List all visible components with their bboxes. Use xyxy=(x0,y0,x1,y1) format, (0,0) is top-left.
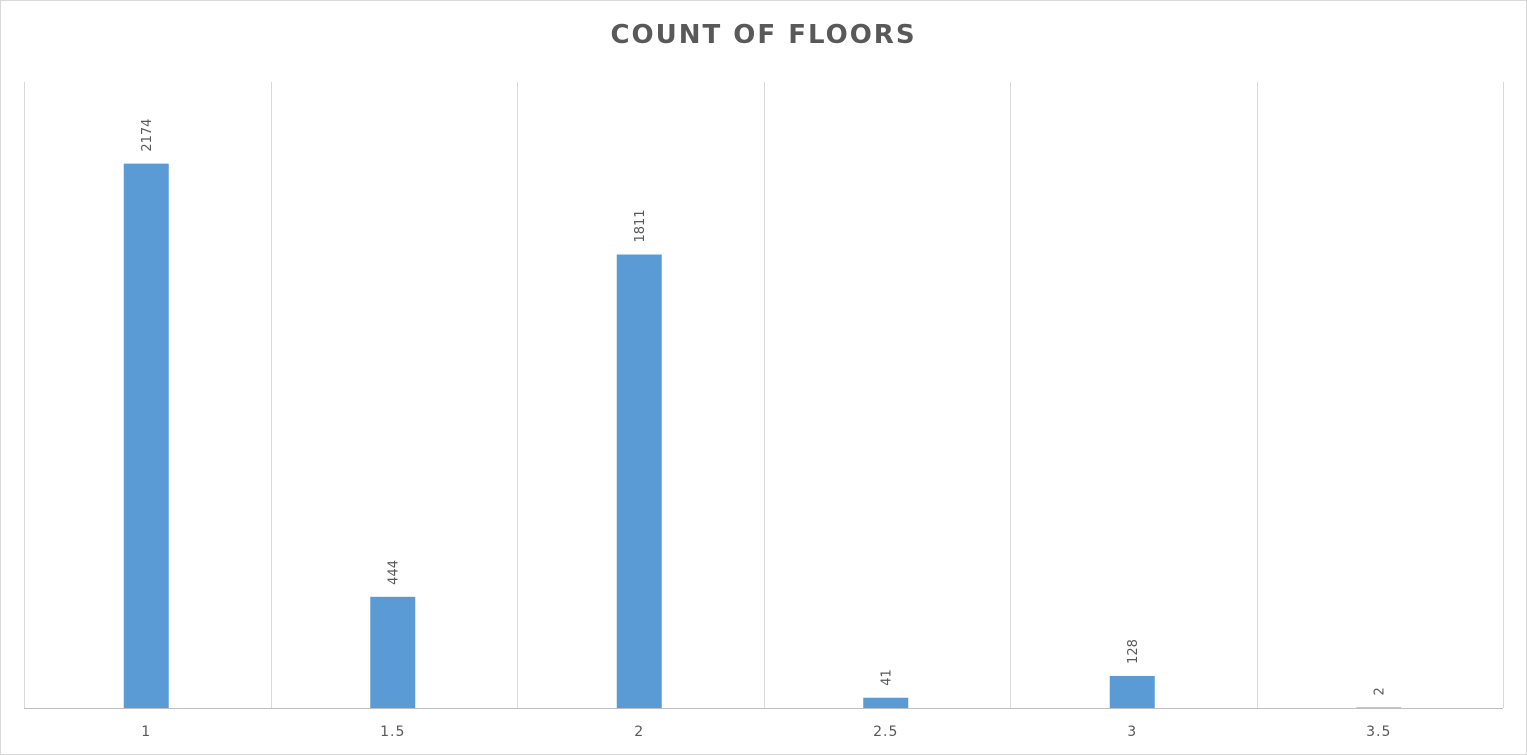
bar-1 xyxy=(123,163,169,709)
x-tick-label: 2.5 xyxy=(873,724,898,740)
bar-3-5 xyxy=(1356,707,1402,708)
bar-1-5 xyxy=(370,596,416,708)
data-label: 2 xyxy=(1373,687,1388,695)
x-tick-label: 1 xyxy=(141,724,151,740)
data-label: 444 xyxy=(387,560,402,585)
bar-3 xyxy=(1109,675,1155,708)
data-labels: 2174 444 1811 41 128 2 xyxy=(140,119,1388,696)
data-label: 2174 xyxy=(140,119,155,152)
data-label: 1811 xyxy=(633,209,648,242)
gridlines xyxy=(24,82,1504,708)
x-axis: 1 1.5 2 2.5 3 3.5 xyxy=(24,708,1503,740)
data-label: 41 xyxy=(880,669,895,686)
chart-title: COUNT OF FLOORS xyxy=(610,20,917,50)
bars xyxy=(123,163,1402,709)
x-tick-label: 2 xyxy=(634,724,644,740)
x-tick-label: 3.5 xyxy=(1366,724,1391,740)
x-tick-label: 3 xyxy=(1127,724,1137,740)
bar-2-5 xyxy=(863,697,909,708)
bar-2 xyxy=(616,254,662,708)
data-label: 128 xyxy=(1126,639,1141,664)
x-tick-label: 1.5 xyxy=(380,724,405,740)
